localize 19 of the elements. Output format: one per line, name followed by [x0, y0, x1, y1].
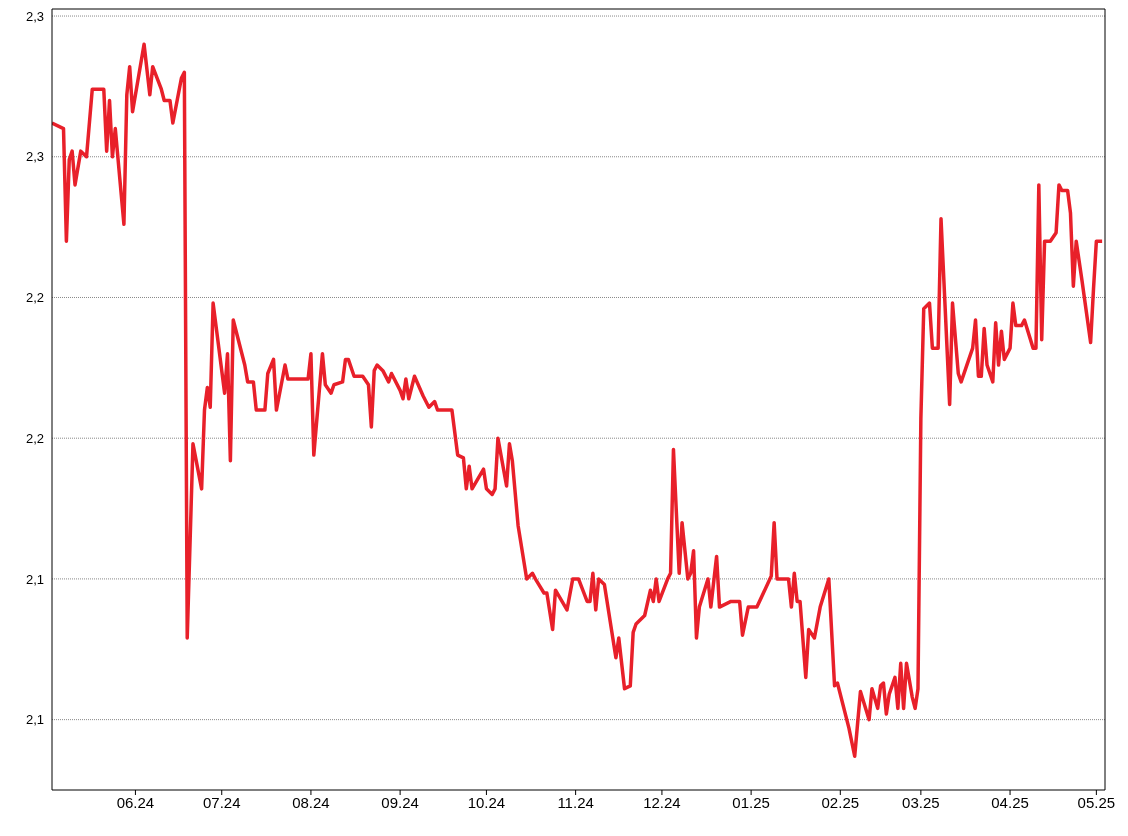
x-tick-label: 01.25 [732, 793, 770, 811]
y-tick-label: 2,2 [25, 430, 44, 446]
x-tick-label: 06.24 [116, 793, 155, 811]
x-tick-label: 05.25 [1077, 793, 1116, 811]
x-tick-label: 12.24 [643, 793, 681, 811]
y-tick-label: 2,3 [25, 8, 44, 24]
y-tick-label: 2,1 [25, 571, 44, 587]
y-tick-label: 2,2 [25, 290, 44, 306]
x-tick-label: 04.25 [991, 793, 1029, 811]
y-tick-label: 2,1 [25, 712, 44, 728]
x-tick-label: 09.24 [381, 793, 419, 811]
x-tick-label: 08.24 [292, 793, 330, 811]
x-tick-label: 02.25 [821, 793, 860, 811]
x-tick-label: 11.24 [557, 793, 594, 811]
y-tick-label: 2,3 [25, 149, 44, 165]
x-tick-label: 10.24 [467, 793, 506, 811]
x-tick-label: 07.24 [202, 793, 241, 811]
x-tick-label: 03.25 [902, 793, 940, 811]
line-series [52, 42, 1104, 758]
